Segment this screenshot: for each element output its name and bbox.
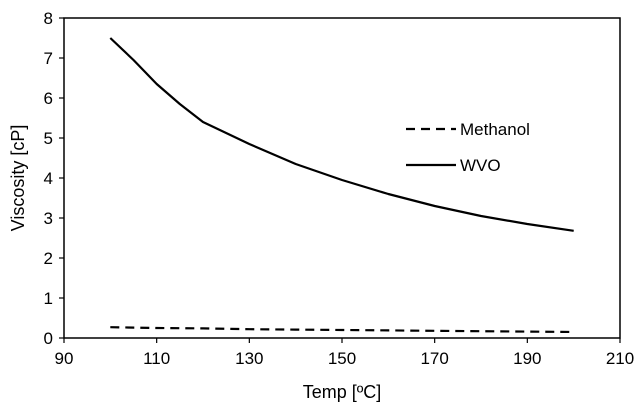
y-tick-label: 8 [44,9,53,28]
x-axis-title: Temp [ºC] [303,382,382,402]
x-tick-label: 90 [55,349,74,368]
series-line-wvo [109,37,574,232]
x-axis-ticks: 90 110 130 150 170 190 210 [55,338,634,368]
y-axis-ticks: 0 1 2 3 4 5 6 7 8 [44,9,64,348]
y-tick-label: 5 [44,129,53,148]
y-tick-label: 7 [44,49,53,68]
x-tick-label: 150 [328,349,356,368]
x-tick-label: 190 [513,349,541,368]
y-axis-title: Viscosity [cP] [8,125,28,232]
legend-label-wvo: WVO [460,156,501,175]
series-line-methanol [110,326,574,334]
plot-frame [63,17,621,339]
x-tick-label: 130 [235,349,263,368]
series-lines [109,37,574,334]
x-tick-label: 210 [606,349,634,368]
legend: Methanol WVO [406,120,530,175]
y-tick-label: 2 [44,249,53,268]
x-tick-label: 170 [420,349,448,368]
x-tick-label: 110 [143,349,170,368]
y-tick-label: 1 [44,289,53,308]
legend-label-methanol: Methanol [460,120,530,139]
y-tick-label: 6 [44,89,53,108]
y-tick-label: 3 [44,209,53,228]
y-tick-label: 4 [44,169,53,188]
y-tick-label: 0 [44,329,53,348]
